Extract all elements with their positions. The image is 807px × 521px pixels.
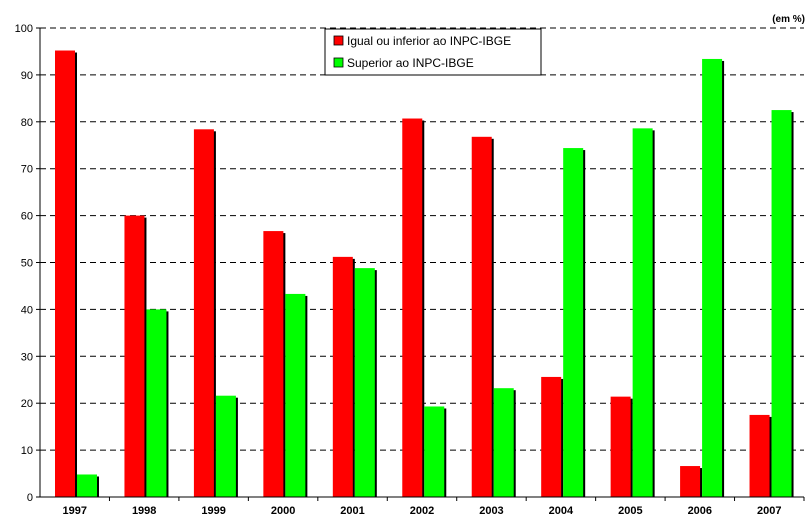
bar-igual-inferior: [680, 466, 701, 497]
bar-superior: [354, 268, 375, 497]
x-tick-label: 1999: [201, 505, 225, 517]
y-tick-label: 90: [21, 70, 33, 82]
x-tick-label: 1997: [62, 505, 86, 517]
bar-igual-inferior: [541, 376, 562, 497]
bar-superior: [702, 58, 723, 497]
bar-igual-inferior: [471, 136, 492, 498]
x-tick-labels: 1997 1998 1999 2000 2001 2002 2003 2004 2005 2006…: [62, 497, 805, 517]
x-tick-label: 2004: [549, 505, 574, 517]
bar-igual-inferior: [610, 396, 631, 497]
x-tick-label: 2003: [479, 505, 503, 517]
y-tick-label: 10: [21, 445, 33, 457]
bar-igual-inferior: [55, 50, 75, 498]
legend-label-igual: Igual ou inferior ao INPC-IBGE: [347, 34, 511, 48]
x-tick-label: 2007: [757, 505, 781, 517]
y-tick-label: 20: [21, 398, 33, 410]
bar-igual-inferior: [749, 414, 770, 497]
legend: Igual ou inferior ao INPC-IBGE Superior …: [324, 28, 542, 76]
bar-igual-inferior: [263, 231, 284, 497]
x-tick-label: 2001: [340, 505, 364, 517]
x-tick-label: 2000: [271, 505, 295, 517]
bar-igual-inferior: [124, 215, 145, 497]
unit-note: (em %): [772, 14, 805, 25]
bar-superior: [493, 388, 514, 497]
bar-superior: [77, 474, 97, 497]
legend-swatch-green: [333, 57, 344, 68]
legend-swatch-red: [333, 35, 344, 46]
bar-superior: [215, 395, 236, 497]
legend-box: [324, 28, 542, 76]
bar-igual-inferior: [193, 129, 214, 497]
y-tick-label: 60: [21, 211, 33, 223]
y-tick-label: 80: [21, 117, 33, 129]
y-tick-label: 40: [21, 304, 33, 316]
y-tick-label: 0: [27, 492, 33, 504]
y-tick-label: 50: [21, 258, 33, 270]
bar-igual-inferior: [402, 118, 423, 497]
bars: [55, 50, 794, 498]
y-tick-label: 100: [15, 23, 33, 35]
legend-label-superior: Superior ao INPC-IBGE: [347, 56, 474, 70]
bar-superior: [563, 148, 584, 497]
y-tick-label: 70: [21, 164, 33, 176]
bar-superior: [146, 309, 167, 497]
x-tick-label: 2005: [618, 505, 642, 517]
bar-superior: [632, 128, 653, 497]
y-tick-label: 30: [21, 351, 33, 363]
bar-superior: [771, 110, 792, 497]
bar-superior: [424, 406, 445, 497]
x-tick-label: 2002: [410, 505, 434, 517]
bar-igual-inferior: [332, 256, 353, 497]
y-tick-labels: 0 10 20 30 40 50 60 70 80 90 100: [15, 23, 40, 504]
x-tick-label: 1998: [132, 505, 156, 517]
bar-superior: [285, 293, 306, 497]
x-tick-label: 2006: [688, 505, 712, 517]
